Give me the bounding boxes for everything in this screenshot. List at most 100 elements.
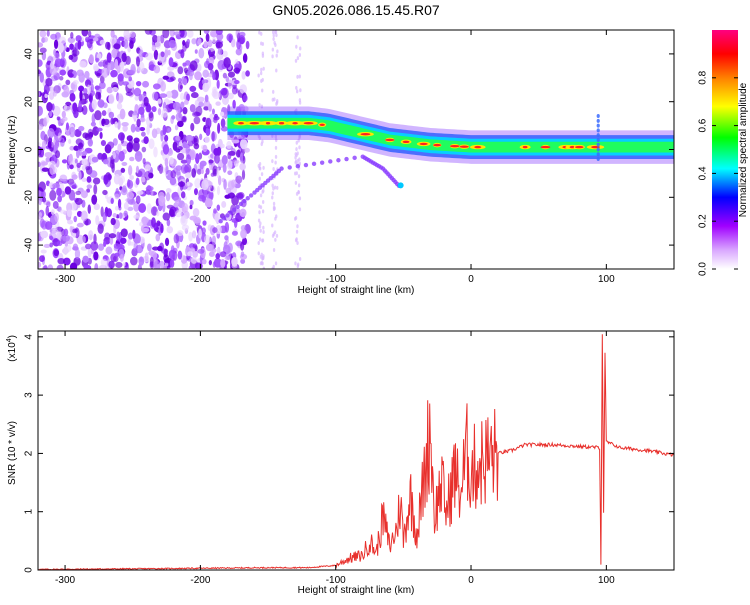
spectrogram-noise-cell [146, 203, 152, 214]
spectrogram-noise-cell [151, 91, 159, 101]
spectrogram-noise-cell [97, 223, 104, 234]
spectrogram-peak-spot [540, 145, 551, 149]
spectrogram-noise-cell [148, 138, 155, 150]
spectrogram-noise-cell [77, 142, 84, 150]
spectrogram-noise-cell [193, 137, 198, 143]
spectrogram-streak-cell [257, 73, 260, 78]
spectrogram-noise-cell [185, 172, 192, 179]
spectrogram-peak-spot [402, 140, 410, 144]
spectrogram-streak-cell [293, 216, 297, 221]
spectrogram-noise-cell [111, 87, 119, 92]
spectrogram-noise-cell [41, 140, 47, 150]
spectrogram-noise-cell [208, 49, 212, 57]
spectrogram-noise-cell [81, 150, 88, 156]
spectrogram-noise-cell [198, 228, 202, 239]
spectrogram-noise-cell [132, 141, 140, 152]
spectrogram-noise-cell [186, 69, 195, 77]
spectrogram-noise-cell [69, 225, 73, 233]
spectrogram-noise-cell [189, 204, 193, 210]
spectrogram-streak-cell [257, 163, 261, 168]
spectrogram-peak-spot [303, 122, 314, 125]
spectrogram-peak-spot [249, 122, 260, 125]
spectrogram-y-tick-label: -40 [24, 237, 35, 252]
spectrogram-noise-cell [198, 101, 204, 108]
spectrogram-noise-cell [234, 79, 240, 85]
spectrogram-noise-cell [179, 30, 185, 38]
spectrogram-noise-cell [49, 235, 54, 240]
spectrogram-noise-cell [226, 159, 233, 170]
snr-frame [37, 330, 675, 571]
spectrogram-noise-cell [201, 179, 209, 191]
spectrogram-noise-cell [141, 146, 147, 153]
spectrogram-noise-cell [117, 132, 125, 141]
spectrogram-noise-cell [99, 264, 107, 269]
spectrogram-streak-cell [261, 189, 264, 194]
spectrogram-noise-cell [39, 30, 47, 38]
spectrogram-noise-cell [141, 227, 150, 233]
spectrogram-noise-cell [227, 151, 232, 160]
spectrogram-noise-cell [193, 116, 201, 125]
spectrogram-streak-cell [295, 140, 298, 145]
spectrogram-noise-cell [71, 174, 78, 180]
spectrogram-peak-spot [278, 122, 285, 125]
spectrogram-noise-cell [49, 242, 54, 248]
spectrogram-noise-cell [50, 33, 58, 40]
spectrogram-noise-cell [157, 245, 163, 252]
spectrogram-streak-cell [294, 159, 298, 164]
spectrogram-noise-cell [97, 61, 104, 67]
spectrogram-noise-cell [207, 62, 214, 71]
spectrogram-noise-cell [117, 73, 124, 82]
spectrogram-noise-cell [76, 222, 84, 228]
spectrogram-peak-spot [474, 145, 482, 149]
spectrogram-streak-cell [260, 260, 264, 265]
spectrogram-noise-cell [139, 126, 146, 132]
spectrogram-noise-cell [117, 93, 124, 104]
spectrogram-noise-cell [72, 102, 78, 113]
spectrogram-streak-cell [294, 180, 298, 185]
spectrogram-noise-cell [76, 148, 80, 159]
spectrogram-noise-cell [206, 73, 214, 78]
spectrogram-noise-cell [202, 144, 208, 153]
spectrogram-streak-cell [293, 171, 297, 176]
spectrogram-noise-cell [164, 134, 169, 142]
spectrogram-secondary-cell [228, 210, 234, 215]
spectrogram-noise-cell [176, 230, 184, 237]
spectrogram-noise-cell [217, 122, 221, 134]
spectrogram-noise-cell [59, 69, 67, 76]
spectrogram-disturbance-cell [596, 133, 600, 138]
spectrogram-noise-cell [201, 227, 206, 234]
spectrogram-noise-cell [183, 99, 189, 105]
spectrogram-noise-cell [129, 31, 136, 38]
spectrogram-noise-cell [157, 108, 162, 116]
spectrogram-noise-cell [53, 39, 59, 50]
spectrogram-noise-cell [63, 85, 70, 96]
spectrogram-noise-cell [134, 95, 139, 101]
spectrogram-noise-cell [240, 241, 245, 251]
spectrogram-noise-cell [153, 49, 159, 60]
spectrogram-streak-cell [259, 193, 263, 198]
spectrogram-noise-cell [220, 126, 228, 132]
spectrogram-noise-cell [196, 168, 202, 175]
spectrogram-noise-cell [216, 247, 221, 254]
spectrogram-noise-cell [86, 39, 93, 49]
spectrogram-noise-cell [107, 61, 111, 72]
spectrogram-streak-cell [273, 185, 277, 190]
spectrogram-noise-cell [190, 122, 195, 132]
spectrogram-noise-cell [119, 254, 124, 262]
spectrogram-noise-cell [68, 126, 76, 138]
snr-x-tick-label: -300 [55, 575, 75, 586]
spectrogram-noise-cell [127, 199, 136, 205]
spectrogram-noise-cell [227, 71, 236, 78]
spectrogram-noise-cell [120, 167, 126, 173]
spectrogram-noise-cell [198, 47, 205, 59]
spectrogram-noise-cell [116, 214, 120, 219]
spectrogram-noise-cell [214, 153, 220, 164]
spectrogram-noise-cell [87, 128, 94, 140]
spectrogram-streak-cell [294, 58, 298, 63]
spectrogram-streak-cell [295, 147, 298, 152]
spectrogram-noise-cell [38, 69, 42, 75]
spectrogram-noise-cell [219, 251, 227, 258]
spectrogram-noise-cell [211, 248, 217, 253]
spectrogram-noise-cell [135, 125, 141, 132]
colorbar-label: Normalized spectral amplitude [738, 82, 749, 217]
